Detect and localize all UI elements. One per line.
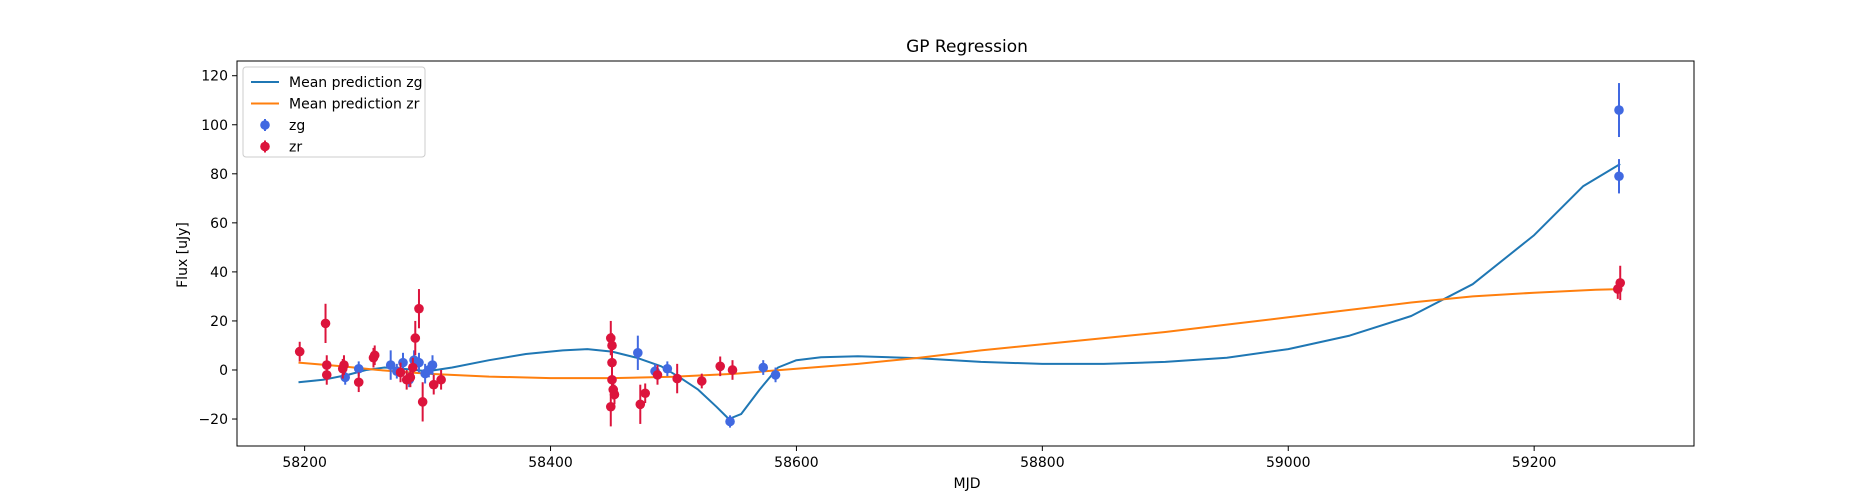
- data-point: [605, 333, 616, 343]
- y-axis: −20 0 20 40 60 80 100 120: [198, 69, 237, 428]
- x-tick-label: 58400: [528, 455, 573, 471]
- data-point: [633, 348, 643, 358]
- data-point: [414, 303, 424, 314]
- data-point: [321, 370, 332, 380]
- data-point: [294, 346, 305, 357]
- data-point: [410, 333, 421, 343]
- legend-item: zg: [260, 118, 305, 134]
- data-point: [605, 401, 616, 412]
- legend-label: Mean prediction zg: [289, 75, 423, 91]
- legend-label: zg: [289, 118, 305, 134]
- x-tick-label: 58200: [282, 455, 327, 471]
- legend-item: Mean prediction zg: [251, 75, 423, 91]
- data-point: [607, 357, 617, 368]
- data-point: [609, 389, 620, 400]
- data-point: [652, 370, 663, 380]
- data-point: [672, 373, 682, 384]
- data-point: [770, 370, 781, 380]
- legend: Mean prediction zg Mean prediction zr zg zr: [242, 66, 426, 158]
- data-point: [1614, 105, 1624, 115]
- data-point: [696, 376, 707, 386]
- data-point: [395, 367, 406, 378]
- x-axis: 58200 58400 58600 58800 59000 59200: [282, 446, 1556, 471]
- data-point: [417, 397, 428, 407]
- x-tick-label: 58800: [1020, 455, 1065, 471]
- plot-series: [294, 83, 1626, 428]
- data-point: [353, 363, 364, 374]
- chart-title: GP Regression: [906, 37, 1028, 57]
- x-tick-label: 58600: [774, 455, 819, 471]
- legend-item: Mean prediction zr: [251, 97, 420, 113]
- y-tick-label: 100: [201, 118, 228, 134]
- data-point: [1614, 171, 1624, 182]
- data-point: [715, 361, 726, 372]
- x-tick-label: 59000: [1266, 455, 1311, 471]
- y-tick-label: 0: [219, 363, 228, 379]
- series-line-mean-prediction-zr: [298, 288, 1621, 380]
- data-point: [369, 350, 380, 361]
- legend-box: [242, 66, 426, 158]
- legend-item: zr: [260, 140, 302, 156]
- data-point: [1615, 278, 1626, 288]
- data-point: [321, 360, 332, 370]
- data-point: [339, 360, 349, 370]
- data-point: [436, 374, 446, 385]
- data-point: [385, 360, 396, 370]
- data-point: [607, 340, 617, 351]
- y-tick-label: −20: [198, 412, 228, 428]
- y-tick-label: 40: [210, 265, 228, 281]
- legend-label: zr: [289, 140, 302, 156]
- data-point: [607, 374, 617, 385]
- data-point: [758, 362, 769, 373]
- y-tick-label: 120: [201, 69, 228, 85]
- y-tick-label: 80: [210, 167, 228, 183]
- y-tick-label: 20: [210, 314, 228, 330]
- plot-area: [236, 60, 1695, 447]
- data-point: [320, 318, 331, 329]
- data-point: [727, 365, 738, 375]
- x-axis-label: MJD: [954, 476, 981, 492]
- series-points-zr: [294, 265, 1626, 427]
- data-point: [640, 388, 651, 399]
- y-axis-label: Flux [uJy]: [175, 222, 191, 288]
- legend-swatch-marker: [260, 120, 270, 130]
- legend-label: Mean prediction zr: [289, 97, 420, 113]
- data-point: [662, 363, 673, 374]
- x-tick-label: 59200: [1512, 455, 1557, 471]
- plot-frame: [236, 60, 1695, 447]
- data-point: [427, 360, 438, 370]
- data-point: [353, 377, 364, 388]
- data-point: [635, 399, 646, 410]
- y-tick-label: 60: [210, 216, 228, 232]
- data-point: [725, 416, 735, 427]
- legend-swatch-marker: [260, 141, 270, 152]
- data-point: [408, 362, 418, 373]
- data-point: [428, 379, 439, 390]
